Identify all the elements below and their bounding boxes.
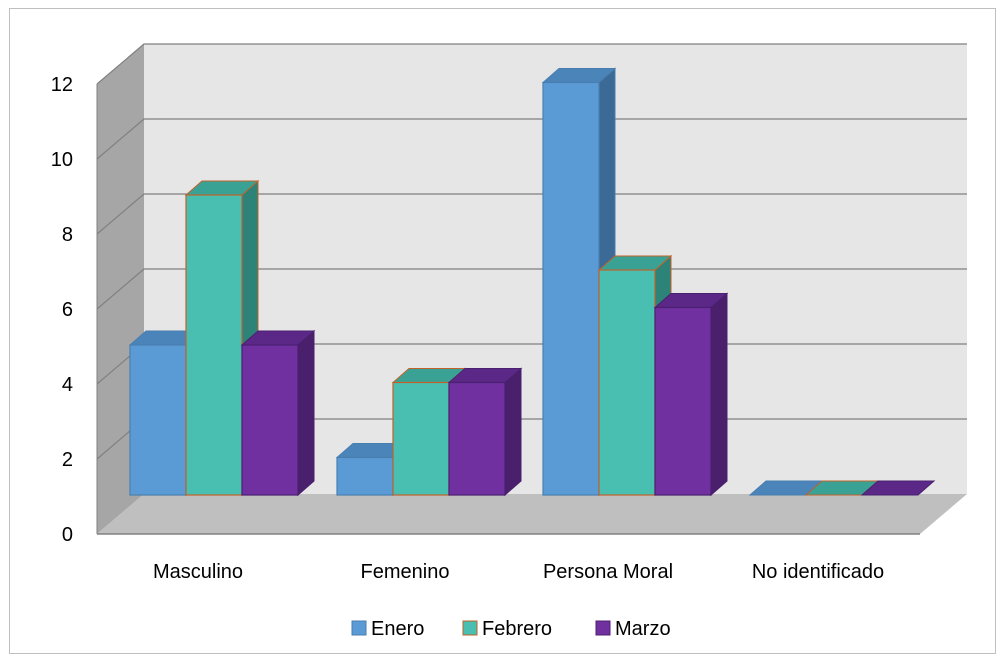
legend-item: Enero: [351, 618, 424, 640]
bar: [447, 367, 523, 497]
x-category-label: Persona Moral: [543, 561, 673, 583]
bar-side: [297, 329, 315, 497]
x-axis-labels: Masculino Femenino Persona Moral No identif…: [153, 561, 884, 583]
bar-side: [710, 292, 728, 497]
bar: [240, 329, 316, 497]
x-category-label: Masculino: [153, 561, 243, 583]
legend-label: Febrero: [482, 618, 552, 640]
gridline: [96, 268, 967, 310]
gridline: [96, 193, 967, 235]
bar-flat: [860, 480, 936, 496]
legend-swatch: [595, 620, 611, 636]
bar-front: [129, 344, 187, 496]
legend-label: Marzo: [615, 618, 671, 640]
bar-side: [504, 367, 522, 497]
x-category-label: No identificado: [752, 561, 884, 583]
legend-item: Marzo: [595, 618, 671, 640]
legend-swatch: [462, 620, 478, 636]
bar-front: [392, 381, 450, 496]
bar: [860, 480, 936, 496]
bars: [128, 67, 936, 497]
y-tick-label: 2: [62, 449, 73, 471]
bar-front: [542, 81, 600, 496]
bar-front: [336, 456, 394, 496]
bar: [653, 292, 729, 497]
legend-label: Enero: [371, 618, 424, 640]
bar-front: [185, 194, 243, 496]
y-axis-ticks: 0 2 4 6 8 10 12: [51, 74, 73, 546]
y-tick-label: 0: [62, 524, 73, 546]
y-tick-label: 10: [51, 149, 73, 171]
floor: [97, 494, 967, 534]
legend-swatch: [351, 620, 367, 636]
gridline: [96, 118, 967, 160]
x-category-label: Femenino: [361, 561, 450, 583]
bar-front: [448, 381, 506, 496]
gridline: [96, 43, 967, 85]
legend: Enero Febrero Marzo: [351, 618, 671, 640]
bar-front: [598, 269, 656, 496]
legend-item: Febrero: [462, 618, 552, 640]
y-tick-label: 8: [62, 224, 73, 246]
bar-front: [241, 344, 299, 496]
y-tick-label: 6: [62, 299, 73, 321]
y-tick-label: 12: [51, 74, 73, 96]
y-tick-label: 4: [62, 374, 73, 396]
bar-front: [654, 306, 712, 496]
